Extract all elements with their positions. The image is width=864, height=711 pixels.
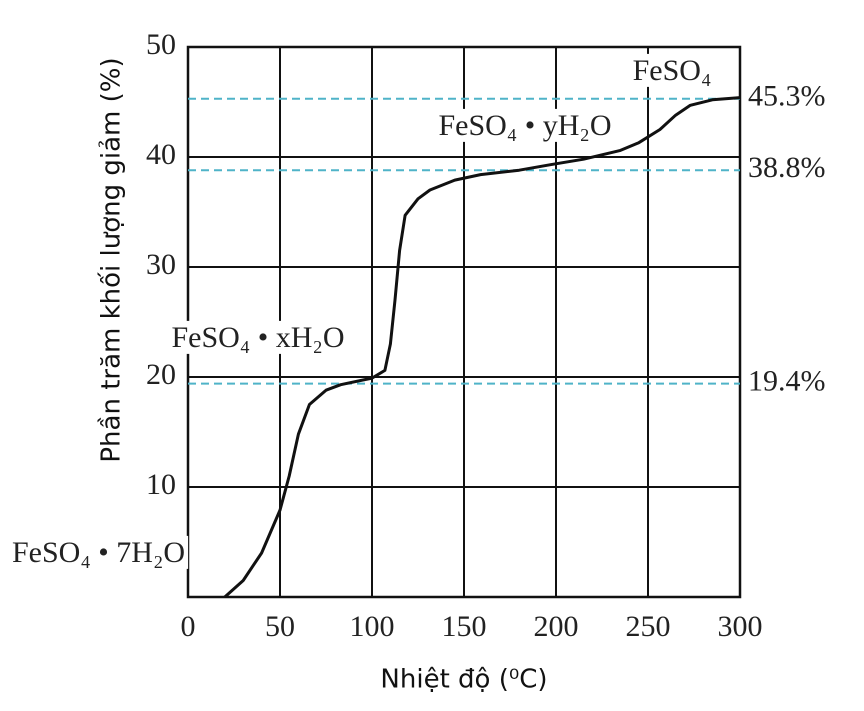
reference-label: 19.4% bbox=[748, 364, 826, 397]
annotation-background bbox=[168, 320, 348, 354]
y-tick-label: 30 bbox=[146, 248, 176, 281]
y-tick-label: 50 bbox=[146, 28, 176, 61]
reference-label: 45.3% bbox=[748, 80, 826, 113]
annotation-background bbox=[629, 53, 715, 87]
annotation: FeSO₄ • xH₂O bbox=[171, 321, 344, 354]
x-axis-title: Nhiệt độ (⁰C) bbox=[380, 665, 547, 695]
annotation: FeSO₄ • yH₂O bbox=[438, 109, 611, 142]
x-tick-label: 50 bbox=[265, 610, 295, 643]
x-tick-label: 150 bbox=[442, 610, 487, 643]
x-tick-label: 200 bbox=[534, 610, 579, 643]
x-tick-label: 300 bbox=[718, 610, 763, 643]
annotation: FeSO₄ • 7H₂O bbox=[12, 536, 185, 569]
annotation: FeSO₄ bbox=[633, 54, 712, 87]
y-tick-label: 40 bbox=[146, 138, 176, 171]
y-axis-title: Phần trăm khối lượng giảm (%) bbox=[97, 57, 127, 462]
y-tick-label: 20 bbox=[146, 358, 176, 391]
x-tick-label: 250 bbox=[626, 610, 671, 643]
y-tick-label: 10 bbox=[146, 468, 176, 501]
x-tick-label: 100 bbox=[350, 610, 395, 643]
annotation-background bbox=[9, 535, 189, 569]
reference-label: 38.8% bbox=[748, 151, 826, 184]
x-tick-label: 0 bbox=[181, 610, 196, 643]
data-line bbox=[223, 96, 741, 599]
annotation-background bbox=[435, 108, 615, 142]
